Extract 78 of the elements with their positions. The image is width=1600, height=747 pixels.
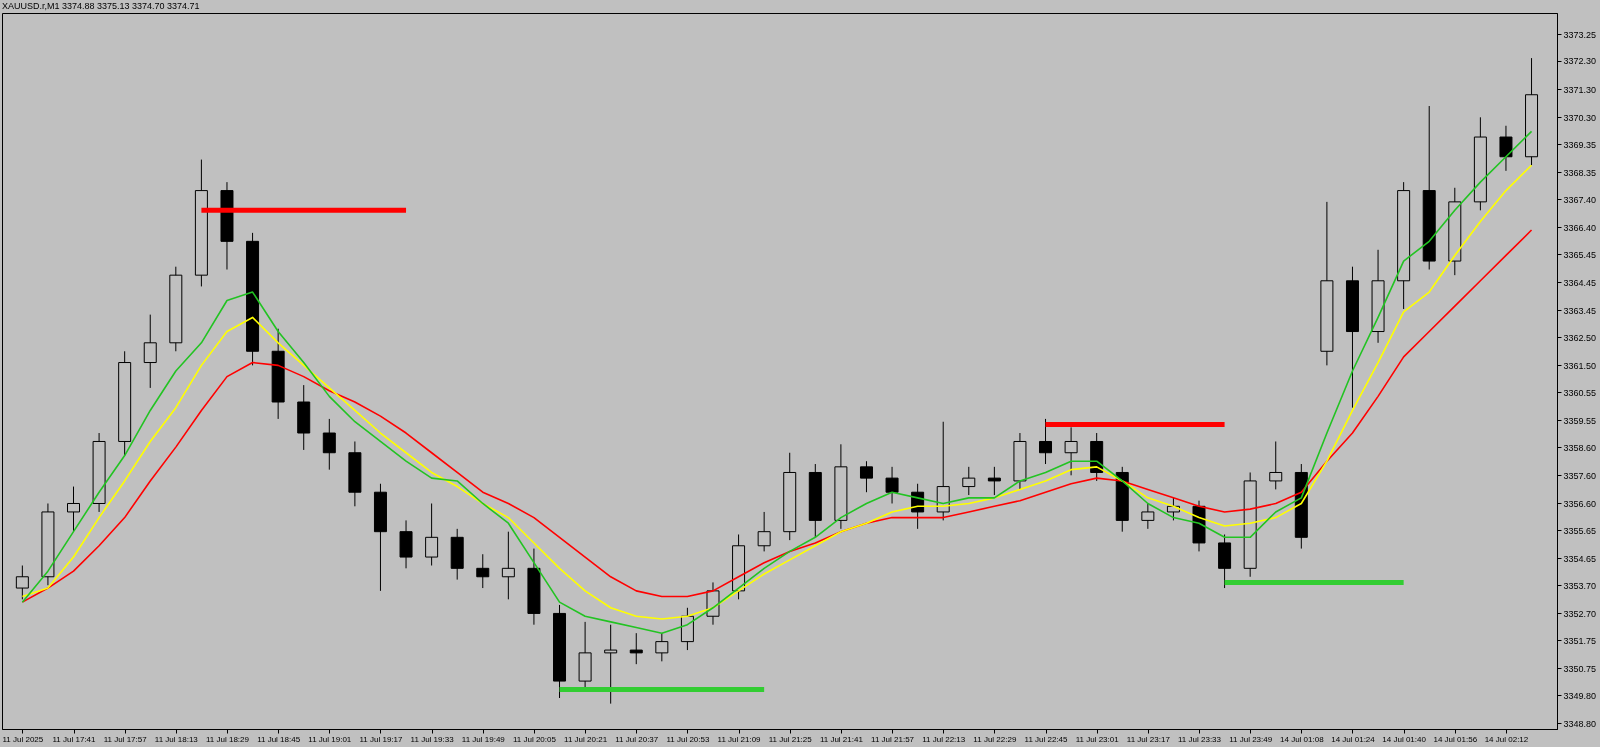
candlestick	[757, 511, 771, 552]
x-tick-label: 14 Jul 01:08	[1280, 734, 1325, 744]
candlestick	[143, 314, 157, 389]
candlestick	[425, 502, 439, 566]
candlestick	[476, 553, 490, 589]
x-tick-label: 11 Jul 19:01	[308, 734, 352, 744]
x-tick-label: 11 Jul 20:05	[512, 734, 557, 744]
x-tick-label: 14 Jul 01:40	[1382, 734, 1427, 744]
y-tick-label: 3361.50	[1563, 360, 1597, 371]
chart-title: XAUUSD.r,M1 3374.88 3375.13 3374.70 3374.71	[1, 1, 200, 11]
y-tick-label: 3370.30	[1563, 112, 1597, 123]
y-tick-label: 3369.35	[1563, 139, 1597, 150]
x-tick-label: 11 Jul 19:49	[461, 734, 506, 744]
y-tick-label: 3348.80	[1563, 718, 1597, 729]
x-tick-label: 11 Jul 22:13	[922, 734, 966, 744]
y-tick-label: 3355.65	[1563, 525, 1597, 536]
x-tick-label: 11 Jul 22:45	[1024, 734, 1069, 744]
x-tick-label: 11 Jul 21:57	[871, 734, 915, 744]
y-tick-label: 3373.25	[1563, 29, 1597, 40]
y-tick-label: 3358.60	[1563, 442, 1597, 453]
x-tick-label: 11 Jul 21:41	[819, 734, 864, 744]
y-tick-label: 3362.50	[1563, 332, 1597, 343]
y-tick-label: 3349.80	[1563, 690, 1597, 701]
y-tick-label: 3363.45	[1563, 305, 1597, 316]
candlestick	[1064, 426, 1078, 476]
candlestick	[1141, 502, 1155, 530]
x-tick-label: 11 Jul 22:29	[973, 734, 1017, 744]
y-tick-label: 3365.45	[1563, 249, 1597, 260]
y-tick-label: 3360.55	[1563, 387, 1597, 398]
x-tick-label: 11 Jul 19:33	[410, 734, 455, 744]
y-tick-label: 3357.60	[1563, 470, 1597, 481]
x-tick-label: 11 Jul 18:29	[205, 734, 250, 744]
y-tick-label: 3366.40	[1563, 222, 1597, 233]
candlestick	[67, 486, 81, 533]
y-tick-label: 3368.35	[1563, 167, 1597, 178]
candlestick	[15, 565, 29, 600]
x-tick-label: 11 Jul 23:17	[1126, 734, 1171, 744]
candlestick	[885, 466, 899, 504]
x-tick-label: 11 Jul 18:13	[154, 734, 199, 744]
y-tick-label: 3352.70	[1563, 608, 1597, 619]
candlestick	[322, 418, 336, 471]
candlestick	[1499, 125, 1513, 172]
x-tick-label: 11 Jul 19:17	[359, 734, 404, 744]
x-tick-label: 11 Jul 17:57	[103, 734, 148, 744]
y-tick-label: 3359.55	[1563, 415, 1597, 426]
candlestick	[962, 466, 976, 496]
y-tick-label: 3364.45	[1563, 277, 1597, 288]
candlestick	[501, 531, 515, 600]
candlestick	[604, 624, 618, 705]
x-tick-label: 11 Jul 20:53	[666, 734, 710, 744]
candlestick	[1039, 418, 1053, 465]
x-tick-label: 11 Jul 20:37	[615, 734, 659, 744]
y-tick-label: 3354.65	[1563, 553, 1597, 564]
candlestick	[655, 632, 669, 662]
candlestick	[987, 466, 1001, 496]
candlestick	[859, 460, 873, 493]
y-tick-label: 3367.40	[1563, 194, 1597, 205]
candlestick	[1269, 440, 1283, 490]
x-tick-label: 14 Jul 02:12	[1484, 734, 1529, 744]
y-tick-label: 3372.30	[1563, 56, 1597, 67]
y-tick-label: 3351.75	[1563, 635, 1597, 646]
x-tick-label: 11 Jul 23:49	[1229, 734, 1273, 744]
x-tick-label: 11 Jul 21:25	[768, 734, 813, 744]
candlestick	[629, 632, 643, 665]
y-tick-label: 3353.70	[1563, 580, 1597, 591]
x-tick-label: 11 Jul 21:09	[717, 734, 762, 744]
x-tick-label: 11 Jul 17:41	[52, 734, 97, 744]
x-tick-label: 11 Jul 18:45	[257, 734, 301, 744]
x-tick-label: 14 Jul 01:56	[1433, 734, 1478, 744]
x-tick-label: 14 Jul 01:24	[1331, 734, 1376, 744]
x-tick-label: 11 Jul 23:33	[1178, 734, 1222, 744]
x-tick-label: 11 Jul 20:21	[564, 734, 608, 744]
x-tick-label: 11 Jul 2025	[2, 734, 44, 744]
y-tick-label: 3350.75	[1563, 663, 1597, 674]
line-series	[21, 229, 1533, 603]
x-tick-label: 11 Jul 23:01	[1075, 734, 1120, 744]
y-tick-label: 3371.30	[1563, 84, 1597, 95]
y-tick-label: 3356.60	[1563, 498, 1597, 509]
